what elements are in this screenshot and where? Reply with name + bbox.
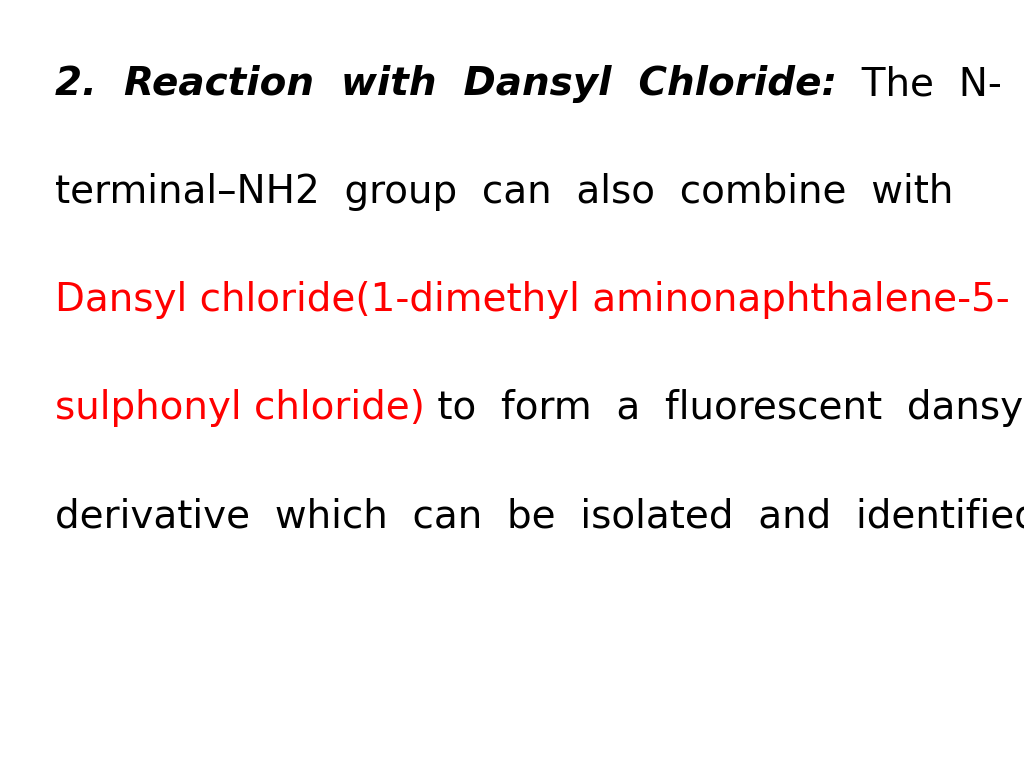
Text: 2.: 2.: [55, 65, 124, 103]
Text: to  form  a  fluorescent  dansyl: to form a fluorescent dansyl: [425, 389, 1024, 427]
Text: derivative  which  can  be  isolated  and  identified.: derivative which can be isolated and ide…: [55, 497, 1024, 535]
Text: The  N-: The N-: [837, 65, 1001, 103]
Text: Reaction  with  Dansyl  Chloride:: Reaction with Dansyl Chloride:: [124, 65, 837, 103]
Text: terminal–NH2  group  can  also  combine  with: terminal–NH2 group can also combine with: [55, 173, 953, 211]
Text: sulphonyl chloride): sulphonyl chloride): [55, 389, 425, 427]
Text: Dansyl chloride(1-dimethyl aminonaphthalene-5-: Dansyl chloride(1-dimethyl aminonaphthal…: [55, 281, 1010, 319]
